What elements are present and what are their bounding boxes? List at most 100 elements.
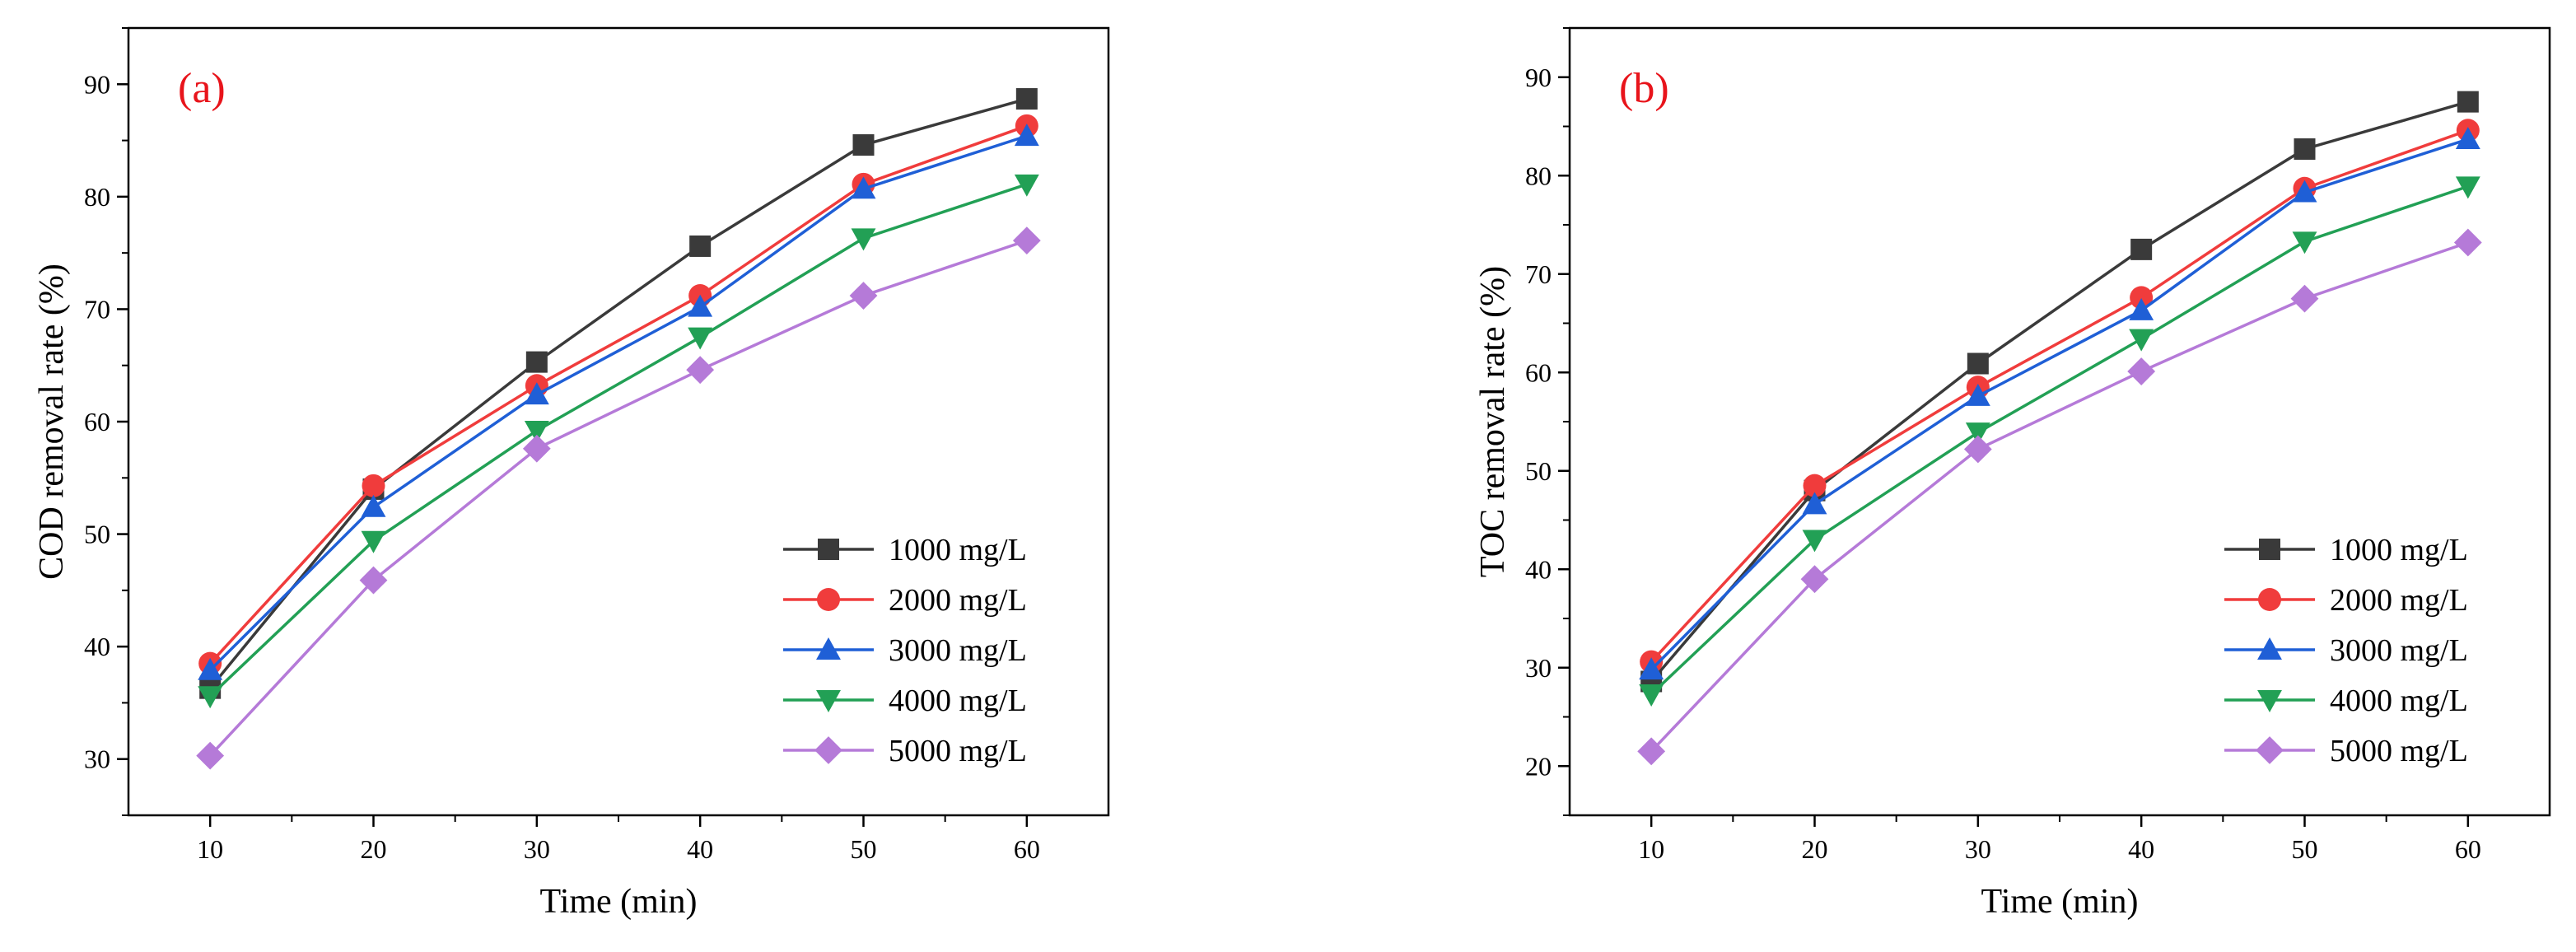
legend-entry: 1000 mg/L: [2330, 533, 2468, 567]
y-tick-label: 40: [84, 632, 110, 661]
data-point: [689, 235, 712, 257]
data-point: [1802, 530, 1827, 553]
series-5000-mg-l: [1637, 228, 2482, 766]
data-point: [196, 741, 225, 770]
y-tick-label: 50: [1525, 456, 1552, 486]
y-tick-label: 70: [84, 294, 110, 324]
data-point: [2127, 357, 2156, 385]
data-point: [1639, 657, 1664, 680]
data-point: [1637, 737, 1666, 766]
y-tick-label: 70: [1525, 259, 1552, 289]
x-tick-label: 20: [361, 834, 387, 864]
data-point: [849, 282, 878, 310]
legend-entry: 2000 mg/L: [2330, 583, 2468, 618]
x-tick-label: 50: [2292, 834, 2318, 864]
x-tick-label: 40: [2128, 834, 2154, 864]
data-point: [1639, 684, 1664, 707]
data-point: [1014, 174, 1039, 197]
data-point: [525, 351, 548, 373]
legend-entry: 2000 mg/L: [889, 583, 1027, 618]
legend-entry: 3000 mg/L: [2330, 633, 2468, 668]
y-tick-label: 30: [84, 744, 110, 774]
x-tick-label: 60: [2455, 834, 2481, 864]
legend-marker: [2256, 736, 2284, 764]
x-tick-label: 30: [1965, 834, 1991, 864]
series-5000-mg-l: [196, 226, 1041, 770]
data-point: [361, 530, 386, 553]
y-tick-label: 40: [1525, 554, 1552, 584]
data-point: [851, 228, 876, 251]
data-point: [2129, 298, 2154, 320]
data-point: [1800, 565, 1829, 594]
data-point: [524, 382, 549, 405]
series-line: [208, 183, 1028, 698]
y-tick-label: 50: [84, 520, 110, 549]
series-4000-mg-l: [198, 174, 1039, 709]
data-point: [198, 686, 223, 709]
x-axis-ticks: 10 20 30 40 50 60: [197, 815, 1040, 864]
data-point: [688, 327, 713, 350]
panel-label: (a): [178, 65, 226, 112]
data-point: [359, 566, 388, 595]
y-axis-title: TOC removal rate (%): [1474, 266, 1512, 577]
data-point: [362, 474, 385, 497]
panel-label: (b): [1619, 65, 1669, 112]
y-tick-label: 60: [1525, 357, 1552, 387]
data-point: [2130, 286, 2154, 310]
series-line: [208, 134, 1028, 672]
data-point: [2292, 231, 2317, 254]
legend-marker: [814, 736, 842, 764]
y-tick-label: 90: [1525, 63, 1552, 92]
series-3000-mg-l: [198, 124, 1039, 680]
data-point: [2457, 91, 2479, 113]
y-axis-ticks: 20 30 40 50 60 70 80 90: [1525, 27, 1570, 816]
data-point: [1965, 422, 1990, 446]
data-point: [2294, 138, 2316, 160]
legend-marker: [816, 637, 841, 660]
chart-panel-a: 10 20 30 40 50 60 30 40 50 60 70 80 90 Time (min) COD …: [33, 26, 1110, 921]
y-tick-label: 30: [1525, 653, 1552, 683]
x-tick-label: 10: [197, 834, 223, 864]
y-tick-label: 60: [84, 407, 110, 436]
data-point: [2129, 329, 2154, 352]
x-tick-label: 60: [1014, 834, 1040, 864]
data-point: [361, 494, 386, 517]
data-point: [198, 657, 223, 680]
legend-entry: 4000 mg/L: [2330, 684, 2468, 718]
data-point: [1803, 474, 1827, 497]
legend: 1000 mg/L 2000 mg/L 3000 mg/L 4000 mg/L 5000…: [2224, 533, 2468, 768]
legend-entry: 5000 mg/L: [889, 734, 1027, 768]
y-tick-label: 20: [1525, 751, 1552, 781]
legend-marker: [2257, 637, 2282, 660]
x-tick-label: 10: [1638, 834, 1664, 864]
data-point: [2455, 127, 2480, 149]
legend-marker: [2257, 690, 2282, 712]
legend-entry: 5000 mg/L: [2330, 734, 2468, 768]
data-point: [1014, 124, 1039, 147]
legend-marker: [817, 588, 840, 611]
data-point: [2453, 228, 2482, 257]
series-line: [1650, 240, 2469, 753]
data-point: [1012, 226, 1041, 255]
data-point: [852, 134, 875, 156]
data-point: [2292, 180, 2317, 203]
data-point: [686, 356, 715, 385]
series-3000-mg-l: [1639, 127, 2480, 680]
x-tick-label: 30: [524, 834, 550, 864]
series-line: [1650, 100, 2469, 683]
legend-marker: [2259, 539, 2280, 560]
x-tick-label: 20: [1802, 834, 1828, 864]
series-4000-mg-l: [1639, 176, 2480, 707]
legend-marker: [818, 539, 839, 560]
chart-panel-b: 10 20 30 40 50 60 20 30 40 50 60 70 80 90 Time (min) TO…: [1474, 26, 2551, 921]
legend-entry: 1000 mg/L: [889, 533, 1027, 567]
legend-marker: [2258, 588, 2281, 611]
data-point: [2130, 238, 2153, 260]
x-axis-title: Time (min): [1981, 883, 2139, 921]
y-axis-ticks: 30 40 50 60 70 80 90: [84, 27, 128, 816]
series-line: [1650, 128, 2469, 663]
data-point: [1015, 88, 1038, 110]
data-point: [522, 434, 551, 463]
y-axis-title: COD removal rate (%): [33, 264, 71, 580]
